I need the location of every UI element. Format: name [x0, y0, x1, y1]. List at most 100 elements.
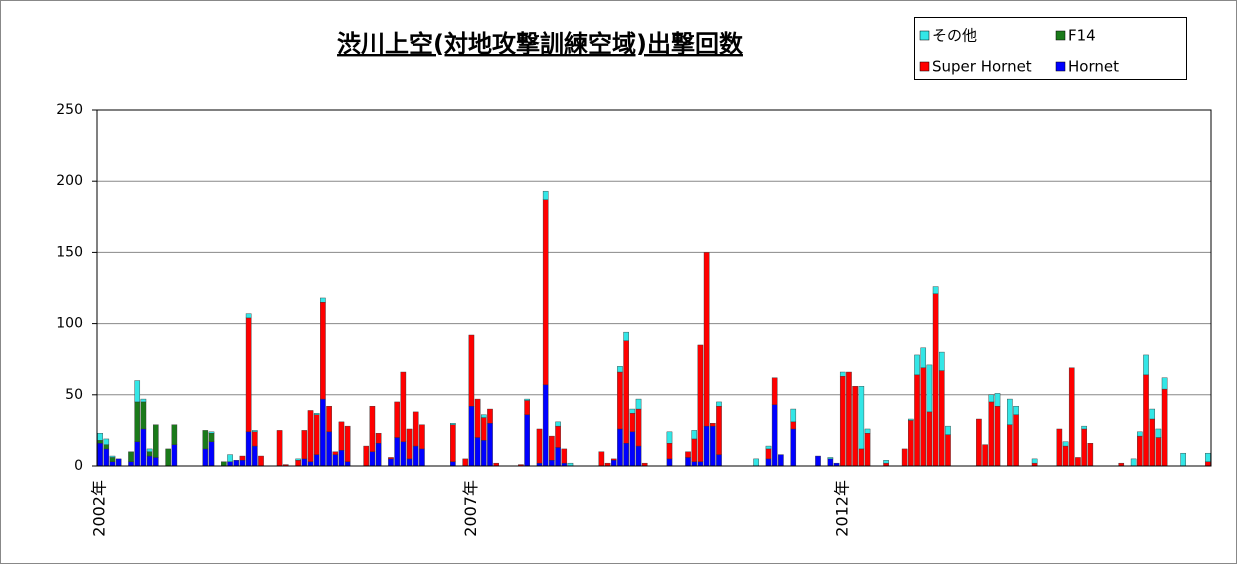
y-tick-label: 150 — [56, 244, 83, 260]
bar-segment — [276, 430, 283, 467]
bar-segment — [635, 398, 642, 410]
bar-segment — [716, 405, 722, 455]
bar-segment — [976, 418, 982, 467]
bar-segment — [338, 421, 345, 451]
bar-segment — [629, 413, 636, 433]
bar-segment — [412, 411, 419, 447]
bar-segment — [914, 374, 920, 467]
bar-segment — [1062, 441, 1069, 447]
bar-segment — [629, 431, 636, 467]
bar-segment — [481, 440, 487, 467]
bar-segment — [709, 425, 716, 467]
bar-segment — [103, 438, 110, 445]
bar-segment — [691, 461, 698, 467]
bar-segment — [1180, 452, 1186, 467]
bar-segment — [994, 405, 1001, 467]
bar-segment — [313, 413, 320, 415]
legend-label: F14 — [1068, 27, 1096, 45]
bar-segment — [926, 364, 933, 413]
bar-segment — [926, 411, 933, 467]
bar-segment — [932, 293, 939, 467]
bar-segment — [468, 334, 475, 407]
bar-segment — [858, 448, 865, 467]
bar-segment — [400, 441, 407, 467]
legend-swatch — [1055, 30, 1066, 41]
bar-segment — [920, 347, 927, 368]
bar-segment — [97, 443, 103, 467]
bar-segment — [765, 458, 772, 467]
bar-segment — [344, 461, 351, 467]
bar-segment — [394, 401, 400, 438]
chart-title: 渋川上空(対地攻撃訓練空域)出撃回数 — [337, 30, 744, 58]
bar-segment — [1013, 414, 1019, 467]
bar-segment — [152, 457, 159, 467]
bar-segment — [610, 460, 617, 467]
bar-segment — [771, 377, 778, 405]
bar-segment — [839, 376, 846, 467]
bar-segment — [778, 454, 784, 467]
bar-segment — [1137, 431, 1143, 437]
bar-segment — [128, 451, 134, 462]
bar-segment — [313, 454, 320, 467]
legend-swatch — [1055, 61, 1066, 72]
bar-segment — [320, 398, 326, 467]
bar-segment — [635, 408, 642, 447]
bar-segment — [307, 461, 314, 467]
bar-segment — [239, 455, 246, 461]
bar-segment — [97, 433, 103, 441]
bar-segment — [140, 401, 147, 430]
bar-segment — [338, 450, 345, 467]
bar-segment — [468, 405, 475, 467]
bar-segment — [474, 398, 481, 438]
bar-segment — [450, 423, 456, 425]
bar-segment — [320, 302, 326, 400]
bar-segment — [326, 431, 332, 467]
bar-segment — [103, 448, 110, 467]
bar-segment — [549, 460, 555, 467]
bar-segment — [938, 370, 945, 467]
bar-segment — [691, 430, 698, 440]
bar-segment — [932, 286, 939, 294]
bar-segment — [697, 344, 704, 462]
bar-segment — [369, 405, 376, 452]
bar-segment — [295, 458, 301, 461]
bar-segment — [369, 451, 376, 467]
bar-segment — [1205, 461, 1211, 467]
bar-segment — [623, 443, 629, 467]
bar-segment — [227, 461, 233, 467]
bar-segment — [419, 424, 425, 450]
bar-segment — [771, 404, 778, 467]
bar-segment — [697, 461, 704, 467]
bar-segment — [524, 400, 530, 415]
bar-segment — [982, 444, 988, 467]
bar-segment — [481, 414, 487, 418]
bar-segment — [474, 437, 481, 467]
bar-segment — [858, 386, 865, 450]
bar-segment — [301, 430, 308, 460]
bar-segment — [1161, 377, 1168, 390]
bar-segment — [703, 252, 710, 427]
bar-segment — [320, 297, 326, 303]
bar-segment — [208, 433, 215, 442]
plot-border — [96, 109, 1212, 467]
bar-segment — [852, 386, 858, 467]
bar-segment — [363, 445, 370, 467]
y-tick-label: 250 — [56, 102, 83, 118]
legend — [914, 17, 1187, 80]
bar-segment — [666, 431, 673, 444]
bar-segment — [901, 448, 908, 467]
bar-segment — [152, 424, 159, 458]
bar-segment — [134, 380, 141, 403]
bar-segment — [165, 448, 171, 467]
bar-segment — [375, 443, 382, 467]
y-tick-label: 200 — [56, 173, 83, 189]
bar-segment — [846, 371, 852, 467]
bar-segment — [908, 420, 914, 467]
bar-segment — [1075, 457, 1081, 467]
bar-segment — [716, 401, 722, 407]
bar-segment — [691, 438, 698, 462]
bar-segment — [1149, 418, 1156, 467]
bar-segment — [487, 408, 493, 424]
bar-segment — [610, 458, 617, 461]
